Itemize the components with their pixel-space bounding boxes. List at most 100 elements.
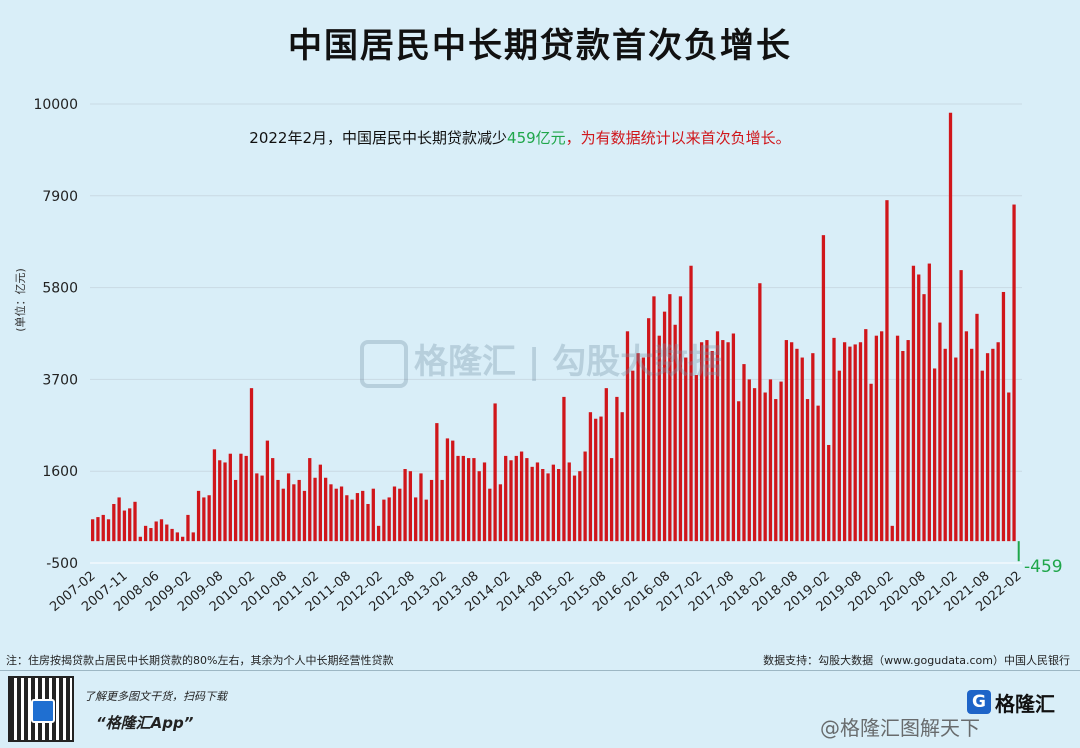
bar: [827, 444, 831, 542]
bar: [816, 405, 820, 542]
bar: [795, 348, 799, 542]
bar: [609, 458, 614, 542]
bar: [800, 357, 804, 542]
bar: [456, 455, 460, 542]
bar: [927, 263, 931, 542]
bar: [96, 517, 100, 542]
bar: [567, 462, 571, 542]
bar: [387, 497, 391, 542]
bar: [747, 379, 751, 542]
bar: [461, 455, 465, 542]
annotation-part3: ，为有数据统计以来首次负增长。: [566, 129, 791, 147]
bar: [271, 458, 275, 542]
bar: [297, 479, 301, 542]
bar: [477, 471, 481, 542]
bar: [890, 525, 894, 542]
bar: [440, 479, 444, 542]
bar: [408, 471, 413, 542]
bar: [726, 342, 730, 542]
bar: [324, 477, 328, 542]
bar: [572, 475, 577, 542]
bar: [673, 324, 677, 542]
bar: [991, 348, 995, 542]
bar: [223, 462, 227, 542]
bar: [779, 381, 783, 542]
bar: [228, 453, 232, 542]
bar: [355, 493, 360, 542]
bar: [874, 335, 879, 542]
bar: [398, 488, 402, 542]
bar: [244, 455, 248, 542]
bar: [689, 265, 693, 542]
footer-divider: [0, 670, 1080, 671]
bar: [175, 532, 180, 542]
bar: [212, 449, 217, 542]
bar: [218, 460, 222, 542]
bar: [451, 440, 455, 542]
bar: [604, 388, 608, 542]
bar-chart: -5001600370058007900100002007-022007-112…: [13, 97, 1063, 615]
bar: [980, 370, 984, 542]
chart-annotation: 2022年2月，中国居民中长期贷款减少459亿元，为有数据统计以来首次负增长。: [249, 129, 790, 147]
bar: [345, 495, 349, 542]
bar: [424, 499, 428, 542]
bar: [562, 396, 566, 542]
bar: [599, 416, 603, 542]
bar: [519, 451, 524, 542]
bar: [842, 342, 847, 542]
bar: [191, 532, 195, 542]
bar: [864, 329, 868, 542]
bar: [186, 514, 190, 542]
bar: [768, 379, 773, 542]
bar: [472, 458, 476, 542]
bar: [482, 462, 487, 542]
y-tick-label: 7900: [42, 189, 78, 205]
bar: [1007, 392, 1011, 542]
bar: [239, 453, 243, 542]
weibo-handle: @格隆汇图解天下: [820, 716, 980, 740]
bar: [308, 458, 312, 542]
y-axis-label: (单位：亿元): [13, 268, 27, 332]
promo-app-name: “格隆汇App”: [96, 714, 194, 732]
bar: [631, 370, 635, 542]
bar: [662, 311, 667, 542]
bar: [557, 469, 561, 542]
bar: [535, 462, 540, 542]
annotation-part2: 459亿元: [507, 129, 566, 147]
bar: [678, 296, 683, 542]
bar: [366, 503, 370, 542]
bar: [276, 479, 280, 542]
bar: [149, 528, 153, 542]
bar: [959, 270, 963, 542]
bar: [159, 519, 164, 542]
bar: [647, 318, 651, 542]
bar: [948, 112, 953, 542]
bar: [117, 497, 121, 542]
bar: [917, 274, 921, 542]
last-value-label: -459: [1024, 557, 1063, 577]
bar: [414, 497, 418, 542]
bar: [869, 383, 873, 542]
bar: [699, 342, 704, 542]
bar: [996, 342, 1000, 542]
bar: [350, 499, 354, 542]
bar: [265, 440, 270, 542]
bar: [615, 396, 619, 542]
bar: [514, 455, 518, 542]
bar: [318, 464, 322, 542]
bar: [811, 353, 815, 542]
bar: [763, 392, 767, 542]
bar: [705, 340, 709, 542]
bar: [668, 294, 672, 542]
bar: [128, 508, 132, 542]
bar: [880, 331, 884, 542]
bar: [509, 460, 513, 542]
chart-title: 中国居民中长期贷款首次负增长: [288, 26, 792, 66]
brand-logo-icon: G: [967, 690, 991, 714]
bar: [895, 335, 900, 542]
qr-logo-icon: [31, 699, 55, 723]
annotation-part1: 2022年2月，中国居民中长期贷款减少: [249, 129, 507, 147]
bar: [805, 399, 810, 542]
bar: [848, 346, 852, 542]
promo-text: 了解更多图文干货，扫码下载: [84, 690, 227, 703]
